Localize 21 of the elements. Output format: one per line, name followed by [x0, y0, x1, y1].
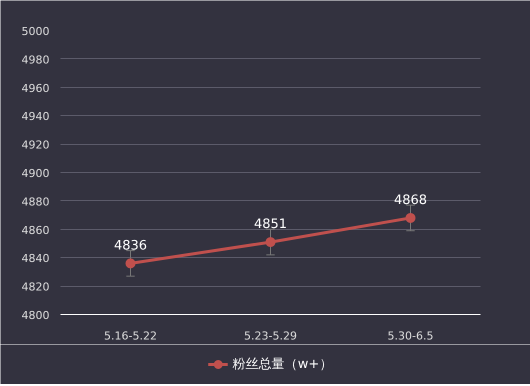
- y-tick-label: 4960: [22, 82, 50, 95]
- y-tick-label: 4940: [22, 110, 50, 124]
- y-tick-label: 4920: [22, 138, 50, 152]
- legend-label: 粉丝总量（w+）: [232, 356, 332, 373]
- y-tick-label: 5000: [22, 25, 50, 38]
- y-tick-label: 4880: [22, 195, 50, 208]
- x-tick-label: 5.23-5.29: [244, 330, 297, 342]
- x-tick-label: 5.16-5.22: [104, 330, 157, 342]
- data-label: 4836: [114, 238, 148, 254]
- point: [406, 212, 416, 223]
- point: [266, 237, 276, 248]
- point: [126, 258, 136, 268]
- y-tick-label: 4860: [22, 224, 50, 237]
- y-tick-label: 4840: [22, 252, 50, 266]
- x-tick-label: 5.30-6.5: [388, 330, 434, 342]
- y-tick-label: 4800: [22, 309, 50, 322]
- y-tick-label: 4900: [22, 167, 50, 180]
- y-tick-label: 4980: [22, 53, 50, 66]
- y-tick-label: 4820: [22, 280, 50, 294]
- data-label: 4868: [394, 192, 428, 208]
- data-label: 4851: [254, 217, 288, 232]
